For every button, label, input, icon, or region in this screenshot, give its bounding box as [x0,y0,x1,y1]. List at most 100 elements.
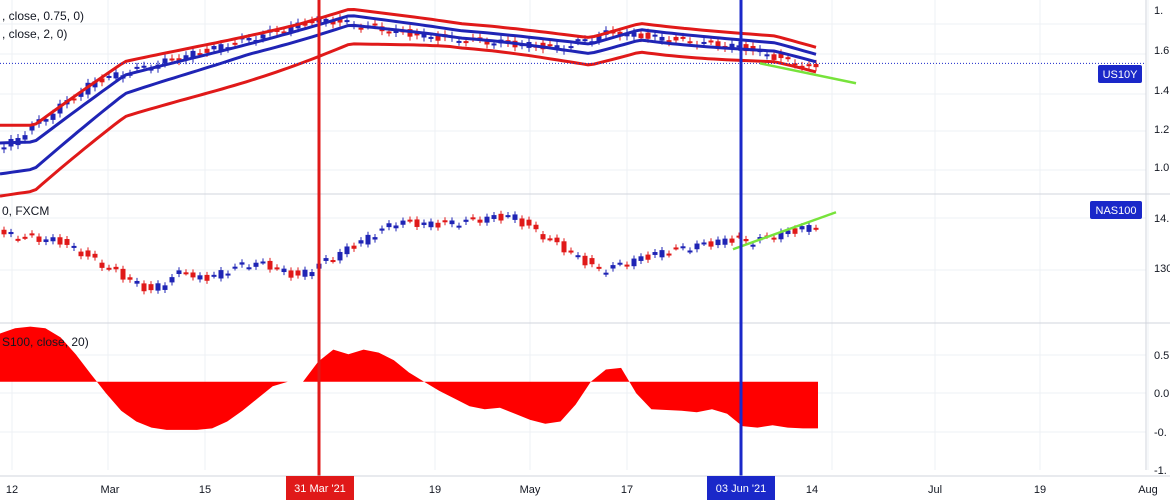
us10y-candle [43,119,49,122]
nas100-candle [8,231,14,235]
us10y-candle [99,78,105,83]
nas100-candle [575,255,581,258]
us10y-candle [113,72,119,79]
nas100-candle [386,223,392,228]
us10y-candle [106,75,112,78]
nas100-candle [491,215,497,219]
us10y-candle [631,32,637,37]
us10y-candle [659,36,665,41]
nas100-candle [141,283,147,292]
us10y-candle [78,91,84,97]
nas100-candle [568,250,574,253]
nas100-candle [743,238,749,242]
nas100-candle [631,258,637,267]
correlation-tick-label: 0.5 [1154,350,1169,362]
us10y-candle [232,42,238,45]
us10y-upper-band [0,7,817,127]
nas100-candle [638,256,644,261]
correlation-indicator-label: S100, close, 20) [2,335,89,349]
nas100-candle [232,266,238,269]
nas100-candle [218,270,224,279]
nas100-candle [176,270,182,274]
nas100-candle [505,215,511,218]
nas100-candle [477,219,483,223]
us10y-candle [771,54,777,60]
us10y-candle [141,65,147,68]
us10y-indicator-label-2: , close, 2, 0) [2,27,67,41]
nas100-candle [36,236,42,242]
nas100-price-badge [1090,201,1142,219]
us10y-candle [484,41,490,45]
nas100-candle [190,272,196,278]
nas100-candle [372,237,378,240]
us10y-candle [568,46,574,49]
us10y-badge-label: US10Y [1103,69,1139,81]
blue-date-label: 03 Jun '21 [716,483,766,495]
blue-date-marker [707,476,775,500]
us10y-candle [330,20,336,25]
nas100-candle [267,260,273,270]
us10y-candle [211,46,217,50]
us10y-pane [0,7,1146,198]
us10y-mid-band [0,14,817,145]
us10y-candle [414,32,420,36]
us10y-candle [778,53,784,59]
nas100-candle [484,216,490,223]
nas100-candle [365,234,371,245]
us10y-candle [701,41,707,44]
nas100-candle [239,262,245,265]
nas100-candle [428,221,434,228]
us10y-candle [428,36,434,39]
us10y-candle [190,50,196,59]
nas100-candle [799,226,805,230]
nas100-candle [526,219,532,226]
nas100-candle [435,222,441,228]
nas100-candle [162,285,168,290]
us10y-candle [92,81,98,88]
us10y-candle [785,57,791,60]
time-tick-label: Jul [928,484,942,496]
nas100-candle [400,220,406,225]
nas100-candle [120,268,126,280]
us10y-candle [183,55,189,61]
us10y-candle [554,45,560,49]
nas100-candle [554,237,560,243]
nas100-candle [589,258,595,265]
nas100-candle [351,245,357,249]
nas100-candle [715,239,721,246]
us10y-candle [729,43,735,49]
nas100-candle [680,246,686,249]
us10y-price-badge [1098,65,1142,83]
us10y-candle [673,36,679,41]
nas100-candle [540,234,546,240]
us10y-candle [638,33,644,39]
nas100-candle [253,262,259,267]
nas100-candle [204,274,210,281]
time-tick-label: Aug [1138,484,1158,496]
us10y-candle [22,135,28,140]
nas100-candle [456,225,462,228]
us10y-candle [666,40,672,43]
nas100-candle [106,267,112,270]
time-axis: 12 Mar 15 19 May 17 Jul 19 Aug 14 [0,475,1170,496]
us10y-candle [358,27,364,30]
nas100-candle [421,222,427,225]
us10y-candle [764,54,770,57]
us10y-candle [645,32,651,39]
us10y-indicator-label-1: , close, 0.75, 0) [2,9,84,23]
nas100-candle [1,229,7,235]
nas100-candle [722,238,728,245]
us10y-candle [743,44,749,52]
nas100-candle [519,218,525,227]
red-date-label: 31 Mar '21 [294,483,346,495]
nas100-candle [463,219,469,222]
nas100-candle [302,269,308,277]
nas100-candle [225,273,231,276]
us10y-candle [582,39,588,42]
nas100-candle [449,220,455,225]
nas100-candle [281,268,287,273]
us10y-inner-band [0,23,817,176]
nas100-candle [323,258,329,261]
correlation-tick-label: -1. [1154,465,1167,477]
